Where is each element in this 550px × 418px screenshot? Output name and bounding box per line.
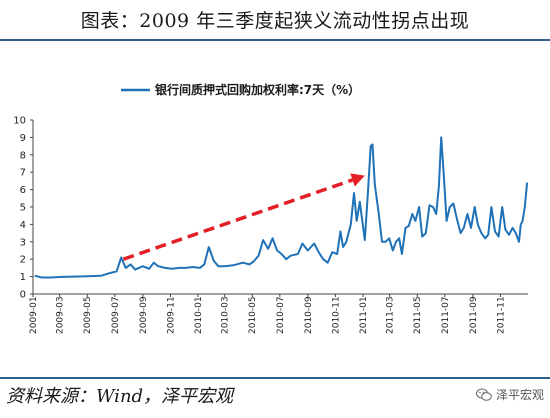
chart-axes — [30, 119, 528, 297]
y-tick-label: 6 — [20, 185, 26, 196]
x-tick-label: 2010-05 — [248, 296, 258, 334]
y-tick-label: 4 — [20, 220, 26, 231]
x-tick-label: 2011-09 — [469, 296, 479, 334]
trend-arrow-head — [350, 173, 365, 187]
y-tick-labels: 0 1 2 3 4 5 6 7 8 9 10 — [13, 116, 26, 301]
y-tick-label: 5 — [20, 203, 26, 214]
source-divider — [0, 377, 550, 379]
x-tick-label: 2011-01 — [359, 296, 369, 334]
x-tick-label: 2010-03 — [221, 296, 231, 334]
watermark: 泽平宏观 — [475, 386, 544, 403]
x-tick-label: 2010-07 — [276, 296, 286, 334]
y-tick-label: 1 — [20, 272, 26, 283]
x-tick-label: 2009-03 — [56, 296, 66, 334]
x-tick-labels: 2009-01 2009-03 2009-05 2009-07 2009-09 2009-… — [29, 296, 506, 334]
source-note: 资料来源：Wind，泽平宏观 — [6, 386, 234, 407]
title-divider — [0, 39, 550, 41]
x-tick-label: 2009-05 — [83, 296, 93, 334]
legend: 银行间质押式回购加权利率:7天（%） — [121, 82, 360, 97]
x-tick-label: 2009-09 — [139, 296, 149, 334]
y-tick-label: 10 — [13, 116, 26, 127]
x-tick-label: 2011-05 — [413, 296, 423, 334]
watermark-text: 泽平宏观 — [495, 388, 544, 402]
y-tick-label: 9 — [20, 133, 26, 144]
x-tick-label: 2009-07 — [111, 296, 121, 334]
x-tick-label: 2010-11 — [331, 296, 341, 334]
x-tick-label: 2011-03 — [386, 296, 396, 334]
trend-arrow-shaft — [122, 178, 354, 261]
wechat-icon — [475, 388, 492, 401]
series-line-0 — [34, 136, 529, 279]
y-tick-label: 7 — [20, 168, 26, 179]
x-tick-label: 2011-11 — [496, 296, 506, 334]
annotation-group — [122, 173, 365, 261]
x-tick-label: 2009-11 — [166, 296, 176, 334]
page-title: 图表：2009 年三季度起狭义流动性拐点出现 — [80, 9, 470, 32]
series-group — [34, 136, 529, 279]
x-tick-label: 2009-01 — [29, 296, 39, 334]
x-tick-label: 2011-07 — [441, 296, 451, 334]
y-tick-label: 0 — [20, 290, 26, 301]
y-tick-label: 8 — [20, 150, 26, 161]
y-tick-label: 3 — [20, 237, 26, 248]
legend-label: 银行间质押式回购加权利率:7天（%） — [155, 82, 360, 97]
y-tick-label: 2 — [20, 255, 26, 266]
x-tick-label: 2010-01 — [194, 296, 204, 334]
x-tick-label: 2010-09 — [304, 296, 314, 334]
